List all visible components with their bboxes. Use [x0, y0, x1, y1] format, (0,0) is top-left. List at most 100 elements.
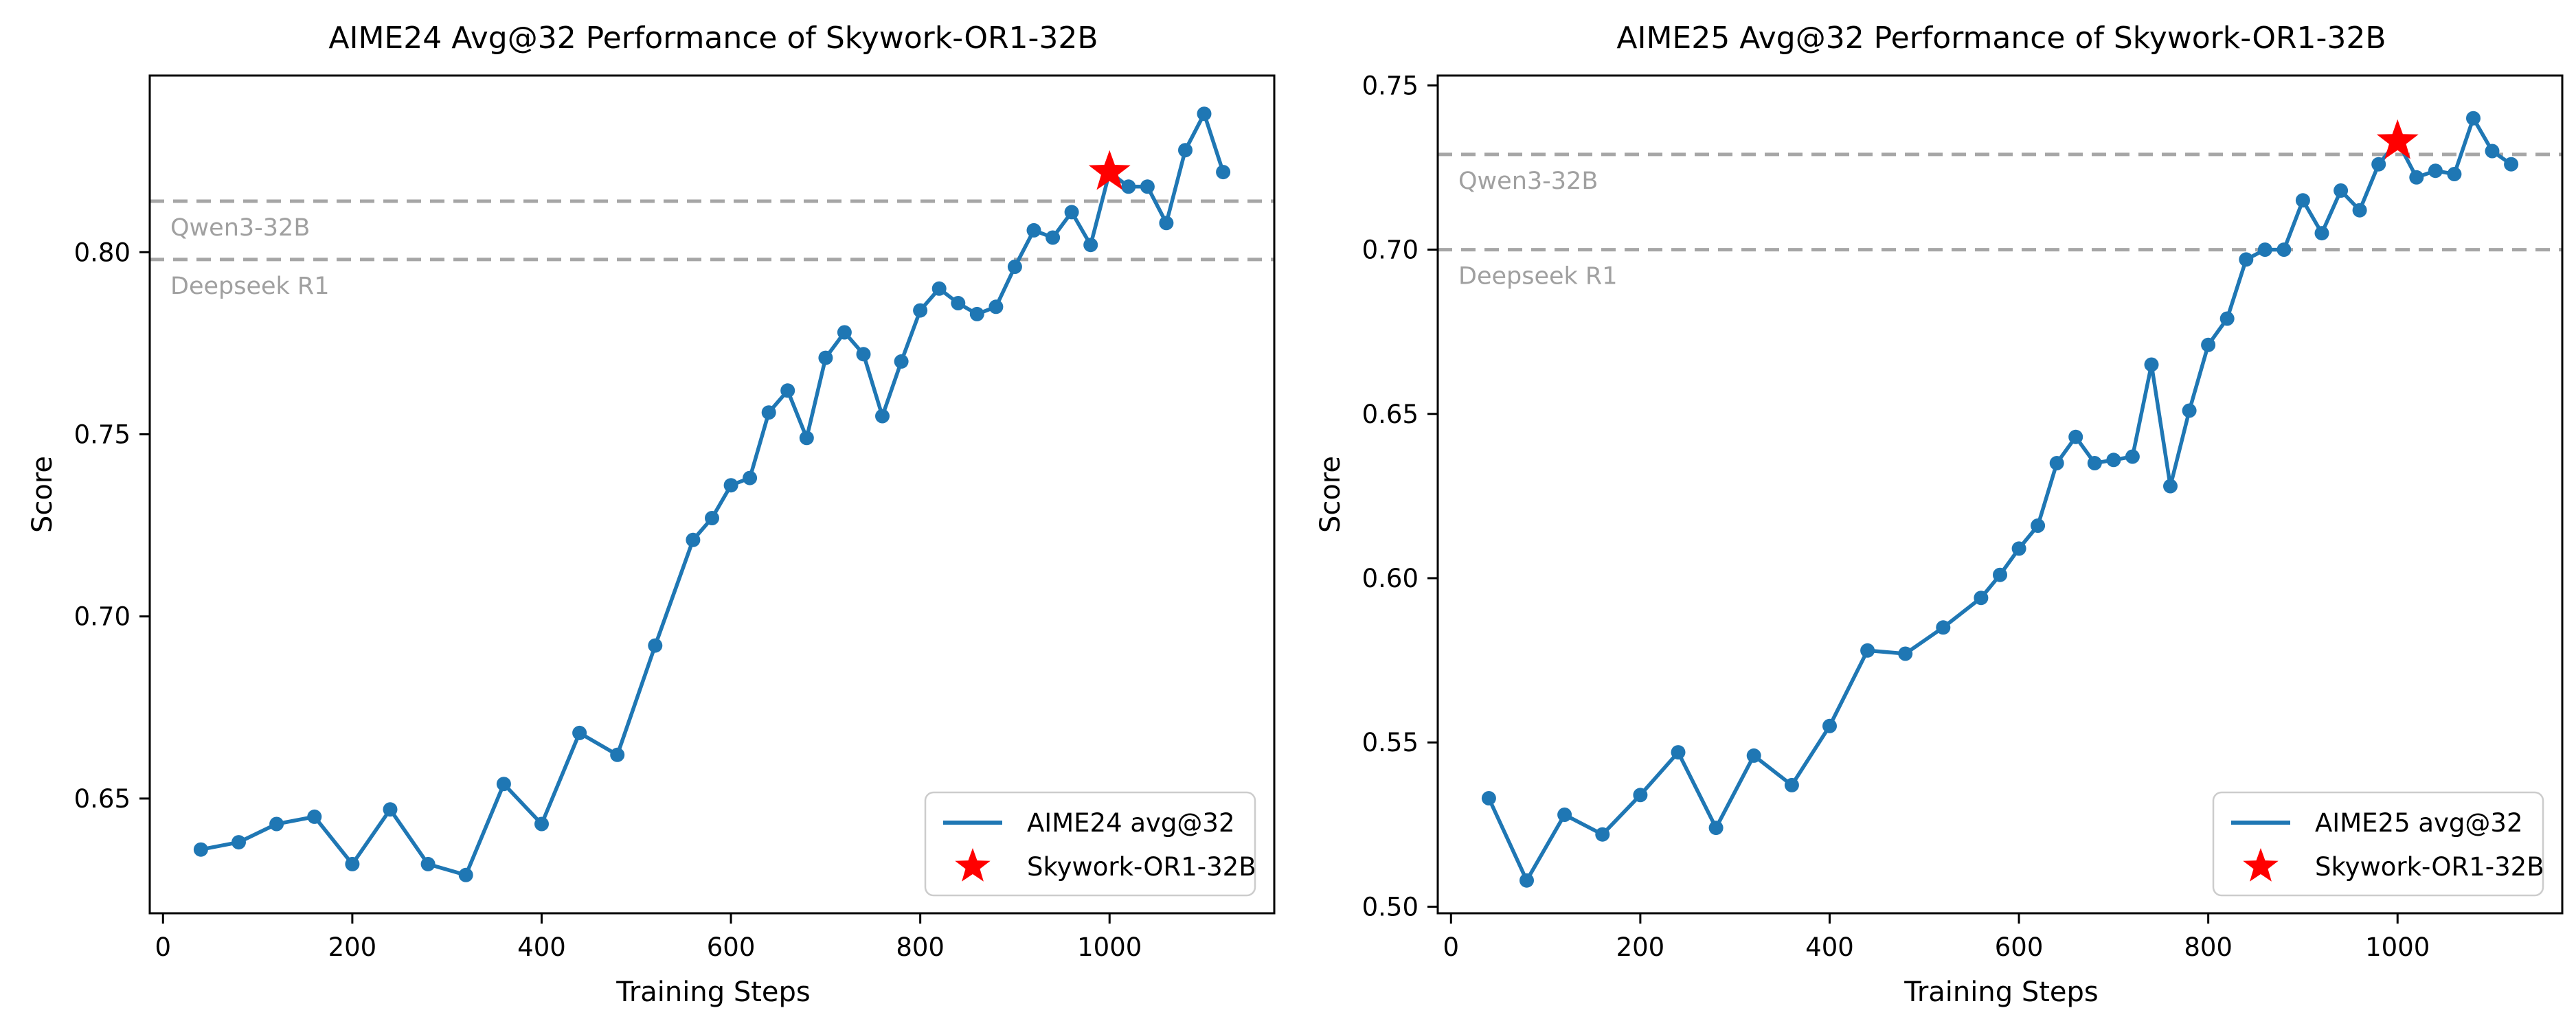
series-line	[199, 111, 1225, 878]
data-point	[894, 354, 909, 369]
legend-label-star: Skywork-OR1-32B	[2315, 852, 2544, 882]
chart-aime25: AIME25 Avg@32 Performance of Skywork-OR1…	[1288, 0, 2576, 1030]
data-point	[1936, 620, 1951, 635]
data-point	[1557, 808, 1572, 822]
data-point	[2314, 226, 2329, 241]
y-tick-label: 0.55	[1362, 728, 1419, 757]
data-point	[1898, 646, 1913, 661]
data-point	[913, 303, 928, 318]
x-axis-ticks: 0 200 400 600 800 1000	[1443, 913, 2430, 962]
data-point	[1974, 591, 1989, 606]
data-point	[1178, 143, 1193, 158]
data-point	[1216, 165, 1231, 180]
chart-title-aime25: AIME25 Avg@32 Performance of Skywork-OR1…	[1616, 21, 2386, 56]
series-line	[1487, 116, 2513, 882]
data-point	[1519, 873, 1534, 888]
legend-box	[2212, 791, 2544, 897]
data-point	[610, 747, 625, 762]
data-point	[345, 856, 360, 871]
data-point	[269, 816, 284, 832]
x-tick-label: 600	[1995, 932, 2044, 962]
data-point	[799, 431, 814, 446]
data-point	[231, 835, 246, 850]
data-point	[1822, 718, 1837, 733]
plot-area-aime24: Qwen3-32B Deepseek R1 0 200 400 600 800 1000 0.6…	[74, 74, 1276, 962]
data-point	[1481, 791, 1496, 805]
data-point	[1633, 788, 1648, 803]
legend-label-star: Skywork-OR1-32B	[1027, 852, 1256, 882]
data-point	[951, 296, 966, 310]
data-point	[2163, 479, 2178, 494]
data-point	[1860, 643, 1875, 658]
y-tick-label: 0.60	[1362, 564, 1419, 593]
data-point	[1671, 745, 1686, 760]
data-point	[2239, 252, 2254, 267]
y-tick-label: 0.80	[74, 238, 131, 267]
data-point	[856, 347, 871, 362]
data-point	[1708, 821, 1724, 836]
data-point	[2504, 157, 2519, 172]
data-point	[193, 842, 208, 857]
baseline-label-qwen3-32b: Qwen3-32B	[170, 214, 310, 242]
data-point	[780, 383, 795, 398]
y-tick-label: 0.70	[74, 602, 131, 632]
baseline-label-qwen3-32b: Qwen3-32B	[1458, 168, 1598, 195]
data-point	[420, 856, 436, 871]
data-point	[534, 816, 549, 832]
data-point	[1140, 179, 1155, 194]
axes-frame	[148, 74, 1276, 915]
data-point	[723, 478, 738, 493]
data-point	[572, 725, 587, 740]
data-point	[1121, 179, 1136, 194]
data-point	[2295, 193, 2310, 208]
x-axis-label-aime25: Training Steps	[1904, 976, 2099, 1008]
x-tick-label: 400	[517, 932, 566, 962]
data-point	[2447, 167, 2462, 181]
data-point	[931, 281, 947, 296]
x-tick-label: 0	[155, 932, 172, 962]
legend-star-sample	[955, 848, 991, 882]
data-point	[686, 532, 701, 547]
data-point	[2125, 449, 2140, 464]
data-point	[2334, 183, 2349, 198]
x-tick-label: 800	[896, 932, 945, 962]
data-point	[2371, 157, 2386, 172]
y-axis-ticks: 0.65 0.70 0.75 0.80	[74, 238, 150, 814]
data-point	[1046, 230, 1061, 245]
axes-frame	[1436, 74, 2564, 915]
y-tick-label: 0.65	[1362, 400, 1419, 429]
data-point	[648, 638, 663, 653]
data-point	[2352, 203, 2367, 218]
data-point	[2182, 403, 2197, 418]
data-point	[2087, 456, 2102, 470]
data-point	[705, 511, 719, 525]
data-point	[1159, 216, 1174, 231]
x-tick-label: 0	[1443, 932, 1460, 962]
data-point	[2201, 337, 2216, 352]
baseline-deepseek-r1: Deepseek R1	[150, 258, 1274, 300]
x-tick-label: 400	[1805, 932, 1854, 962]
data-point	[1197, 106, 1212, 122]
x-tick-label: 200	[1616, 932, 1665, 962]
y-tick-label: 0.75	[74, 420, 131, 449]
baseline-label-deepseek-r1: Deepseek R1	[170, 273, 330, 300]
data-point	[2031, 518, 2046, 533]
data-point	[458, 867, 473, 882]
data-point	[2049, 456, 2064, 470]
legend: AIME24 avg@32 Skywork-OR1-32B	[924, 791, 1256, 897]
star-marker	[1088, 150, 1131, 190]
data-point	[969, 306, 984, 321]
legend-box	[924, 791, 1256, 897]
data-point	[2428, 163, 2443, 179]
data-point	[2485, 144, 2500, 159]
data-point	[1026, 222, 1041, 238]
baseline-deepseek-r1: Deepseek R1	[1438, 248, 2562, 290]
data-point	[383, 802, 398, 817]
y-tick-label: 0.50	[1362, 892, 1419, 922]
plot-area-aime25: Qwen3-32B Deepseek R1 0 200 400 600 800 1000 0.5…	[1362, 71, 2564, 962]
y-tick-label: 0.75	[1362, 71, 1419, 100]
data-point	[837, 325, 852, 340]
data-point	[2409, 170, 2424, 185]
x-axis-ticks: 0 200 400 600 800 1000	[155, 913, 1142, 962]
chart-aime24: AIME24 Avg@32 Performance of Skywork-OR1…	[27, 21, 1276, 1008]
